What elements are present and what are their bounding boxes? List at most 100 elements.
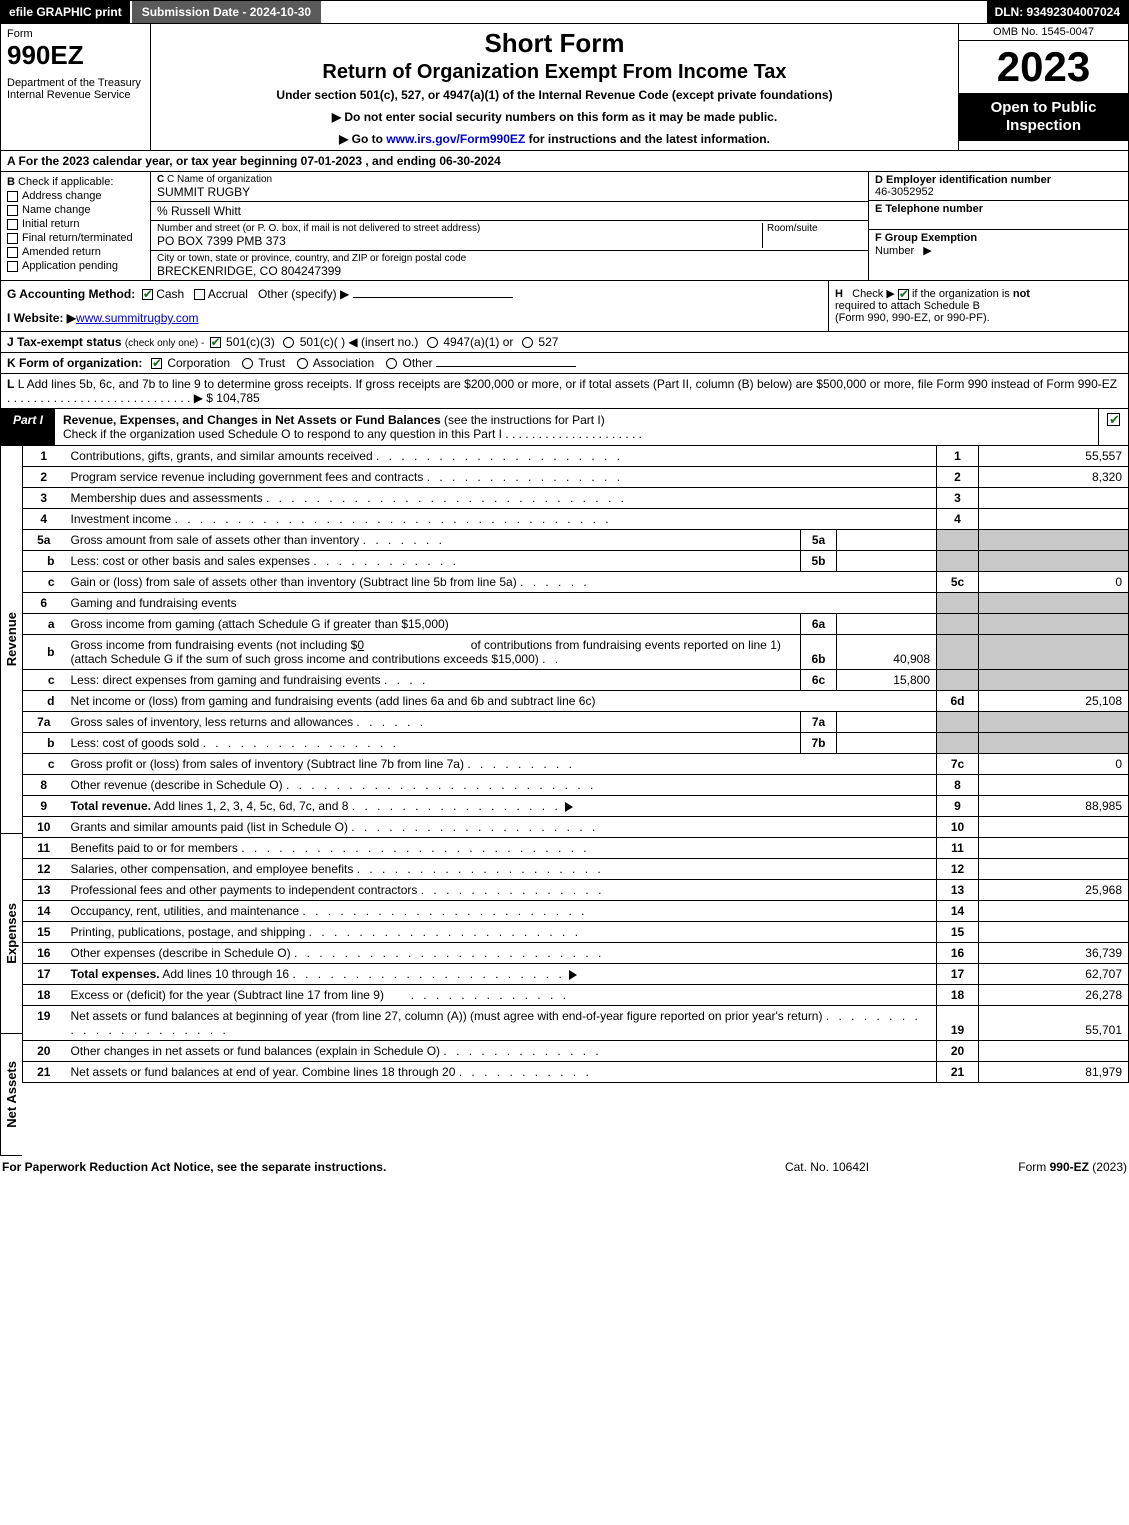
section-gh: G Accounting Method: Cash Accrual Other … — [0, 281, 1129, 332]
other-specify-blank[interactable] — [353, 297, 513, 298]
row-7b: bLess: cost of goods sold . . . . . . . … — [23, 733, 1129, 754]
amt-9: 88,985 — [979, 796, 1129, 817]
row-14: 14Occupancy, rent, utilities, and mainte… — [23, 901, 1129, 922]
chk-accrual[interactable] — [194, 289, 205, 300]
open-to-public: Open to Public Inspection — [959, 93, 1128, 141]
city-label: City or town, state or province, country… — [157, 253, 862, 264]
line-j: J Tax-exempt status (check only one) - 5… — [0, 332, 1129, 353]
radio-trust[interactable] — [242, 358, 253, 369]
g-label: G Accounting Method: — [7, 287, 135, 301]
other-org-blank[interactable] — [436, 366, 576, 367]
amt-7c: 0 — [979, 754, 1129, 775]
row-19: 19Net assets or fund balances at beginni… — [23, 1006, 1129, 1041]
chk-corporation[interactable] — [151, 358, 162, 369]
radio-4947[interactable] — [427, 337, 438, 348]
chk-name-change[interactable] — [7, 205, 18, 216]
omb-number: OMB No. 1545-0047 — [959, 24, 1128, 41]
col-c: C C Name of organization SUMMIT RUGBY % … — [151, 172, 868, 280]
side-net-assets: Net Assets — [4, 1061, 19, 1128]
radio-527[interactable] — [522, 337, 533, 348]
row-6b: bGross income from fundraising events (n… — [23, 635, 1129, 670]
group-label: F Group Exemption — [875, 232, 977, 244]
amt-10 — [979, 817, 1129, 838]
row-5a: 5aGross amount from sale of assets other… — [23, 530, 1129, 551]
side-labels: Revenue Expenses Net Assets — [0, 446, 22, 1156]
amt-8 — [979, 775, 1129, 796]
amt-21: 81,979 — [979, 1062, 1129, 1083]
chk-application-pending[interactable] — [7, 261, 18, 272]
row-12: 12Salaries, other compensation, and empl… — [23, 859, 1129, 880]
row-6d: dNet income or (loss) from gaming and fu… — [23, 691, 1129, 712]
part1-tab: Part I — [1, 409, 55, 445]
header-center: Short Form Return of Organization Exempt… — [151, 24, 958, 150]
amt-14 — [979, 901, 1129, 922]
notice-goto: ▶ Go to www.irs.gov/Form990EZ for instru… — [157, 132, 952, 146]
arrow-icon — [565, 802, 573, 812]
chk-final-return[interactable] — [7, 233, 18, 244]
footer: For Paperwork Reduction Act Notice, see … — [0, 1156, 1129, 1178]
row-7c: cGross profit or (loss) from sales of in… — [23, 754, 1129, 775]
amt-5c: 0 — [979, 572, 1129, 593]
section-bcd: B Check if applicable: Address change Na… — [0, 172, 1129, 281]
website-link[interactable]: www.summitrugby.com — [76, 311, 198, 325]
title-return: Return of Organization Exempt From Incom… — [157, 61, 952, 84]
irs-link[interactable]: www.irs.gov/Form990EZ — [386, 132, 525, 146]
tax-year: 2023 — [959, 41, 1128, 93]
header-left: Form 990EZ Department of the Treasury In… — [1, 24, 151, 150]
gross-receipts: $ 104,785 — [206, 391, 259, 405]
chk-initial-return[interactable] — [7, 219, 18, 230]
row-6a: aGross income from gaming (attach Schedu… — [23, 614, 1129, 635]
main-col: 1Contributions, gifts, grants, and simil… — [22, 446, 1129, 1156]
org-name: SUMMIT RUGBY — [157, 185, 862, 199]
row-10: 10Grants and similar amounts paid (list … — [23, 817, 1129, 838]
radio-other[interactable] — [386, 358, 397, 369]
radio-501c[interactable] — [283, 337, 294, 348]
row-5b: bLess: cost or other basis and sales exp… — [23, 551, 1129, 572]
amt-16: 36,739 — [979, 943, 1129, 964]
row-5c: cGain or (loss) from sale of assets othe… — [23, 572, 1129, 593]
row-2: 2Program service revenue including gover… — [23, 467, 1129, 488]
row-15: 15Printing, publications, postage, and s… — [23, 922, 1129, 943]
title-short-form: Short Form — [157, 28, 952, 59]
amt-20 — [979, 1041, 1129, 1062]
print-link[interactable]: print — [95, 5, 122, 19]
chk-501c3[interactable] — [210, 337, 221, 348]
side-expenses: Expenses — [4, 903, 19, 964]
body-grid: Revenue Expenses Net Assets 1Contributio… — [0, 446, 1129, 1156]
dln: DLN: 93492304007024 — [987, 1, 1128, 23]
amt-19: 55,701 — [979, 1006, 1129, 1041]
efile-graphic: efile GRAPHIC print — [1, 1, 130, 23]
amt-18: 26,278 — [979, 985, 1129, 1006]
row-16: 16Other expenses (describe in Schedule O… — [23, 943, 1129, 964]
chk-amended-return[interactable] — [7, 247, 18, 258]
side-revenue: Revenue — [4, 612, 19, 666]
amt-3 — [979, 488, 1129, 509]
row-20: 20Other changes in net assets or fund ba… — [23, 1041, 1129, 1062]
line-k: K Form of organization: Corporation Trus… — [0, 353, 1129, 374]
row-8: 8Other revenue (describe in Schedule O) … — [23, 775, 1129, 796]
row-1: 1Contributions, gifts, grants, and simil… — [23, 446, 1129, 467]
form-number: 990EZ — [7, 40, 144, 71]
chk-schedule-o[interactable] — [1107, 413, 1120, 426]
row-11: 11Benefits paid to or for members . . . … — [23, 838, 1129, 859]
val-5b — [837, 551, 937, 572]
val-6c: 15,800 — [837, 670, 937, 691]
footer-right: Form 990-EZ (2023) — [927, 1160, 1127, 1174]
arrow-icon — [569, 970, 577, 980]
department: Department of the Treasury Internal Reve… — [7, 77, 144, 101]
topbar: efile GRAPHIC print Submission Date - 20… — [0, 0, 1129, 24]
ein-value: 46-3052952 — [875, 186, 934, 198]
part1-title: Revenue, Expenses, and Changes in Net As… — [55, 409, 1098, 445]
row-9: 9Total revenue. Total revenue. Add lines… — [23, 796, 1129, 817]
efile-text: efile GRAPHIC — [9, 5, 92, 19]
amt-15 — [979, 922, 1129, 943]
subline: Under section 501(c), 527, or 4947(a)(1)… — [157, 88, 952, 102]
row-4: 4Investment income . . . . . . . . . . .… — [23, 509, 1129, 530]
g-left: G Accounting Method: Cash Accrual Other … — [1, 281, 828, 331]
chk-cash[interactable] — [142, 289, 153, 300]
chk-address-change[interactable] — [7, 191, 18, 202]
chk-schedule-b[interactable] — [898, 289, 909, 300]
street: PO BOX 7399 PMB 373 — [157, 234, 762, 248]
radio-association[interactable] — [297, 358, 308, 369]
ein-label: D Employer identification number — [875, 174, 1051, 186]
